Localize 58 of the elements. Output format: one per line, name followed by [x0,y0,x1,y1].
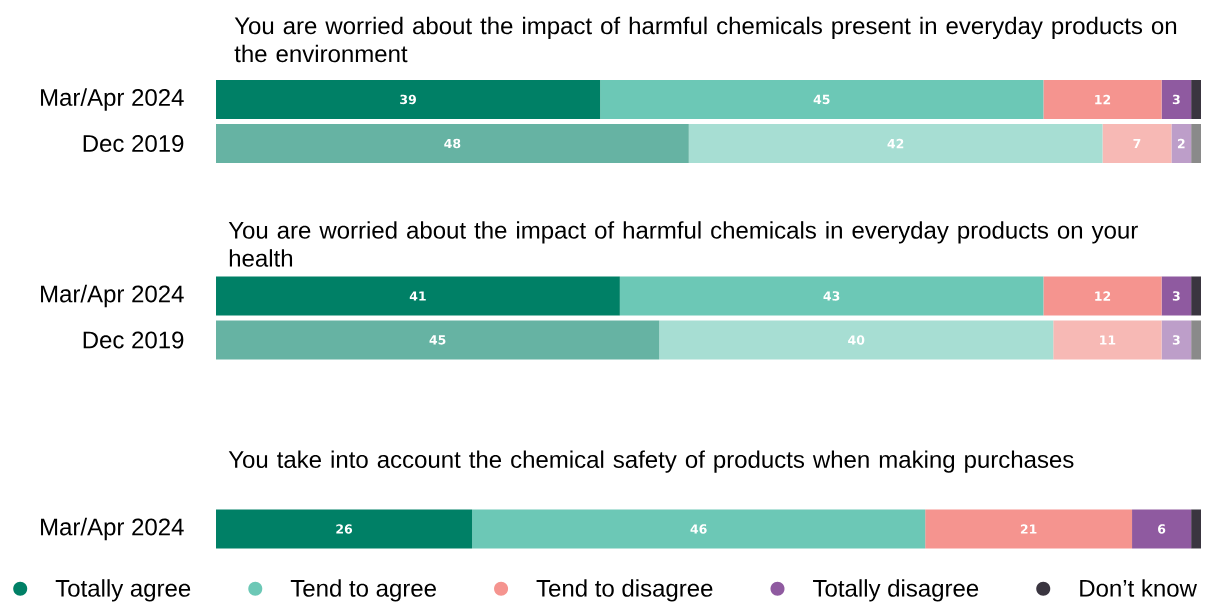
legend-label: Totally agree [55,579,191,602]
chart-title: You take into account the chemical safety of products when making purchases [228,450,1074,473]
data-label: 45 [813,94,830,105]
data-label: 6 [1158,524,1166,534]
bar [600,79,1044,119]
y-tick-label: Dec 2019 [83,331,184,349]
data-label: 3 [1172,335,1180,345]
bar [472,509,926,549]
data-label: 12 [1095,291,1111,301]
bar [216,320,660,360]
bar [1191,79,1201,119]
bar [216,509,473,549]
bar [1043,276,1162,316]
data-label: 2 [1177,138,1185,149]
legend-label: Don’t know [1080,579,1197,597]
data-label: 3 [1172,291,1180,301]
chart-title: You are worried about the impact of harmful chemicals present in everyday products on the environment [234,16,1177,63]
bar [1161,276,1192,316]
bar [1102,123,1172,163]
data-label: 41 [409,291,426,301]
data-label: 3 [1172,94,1180,105]
bar [216,79,601,119]
y-tick-label: Mar/Apr 2024 [41,284,184,308]
bar [1191,509,1201,549]
data-label: 11 [1100,335,1116,345]
bar [1161,320,1192,360]
bar [216,276,620,316]
bar [1043,79,1162,119]
y-tick-label: Mar/Apr 2024 [41,517,184,541]
bar [1191,123,1201,163]
data-label: 21 [1020,524,1037,534]
bar [1171,123,1192,163]
bar [216,123,689,163]
chart-title: You are worried about the impact of harmful chemicals in everyday products on your health [228,221,1138,267]
bar [925,509,1133,549]
data-label: 39 [400,94,416,105]
legend-label: Tend to agree [290,579,436,602]
bar [688,123,1103,163]
y-tick-label: Dec 2019 [83,135,184,152]
data-label: 7 [1133,138,1141,149]
data-label: 48 [444,138,461,149]
data-label: 26 [336,524,353,534]
data-label: 42 [887,138,904,149]
legend-label: Totally disagree [813,579,979,602]
data-label: 45 [429,335,446,345]
legend-label: Tend to disagree [536,579,713,602]
data-label: 43 [823,291,840,301]
bar [1191,320,1201,360]
y-tick-label: Mar/Apr 2024 [41,88,184,111]
data-label: 40 [848,335,865,345]
data-label: 12 [1095,94,1111,105]
data-label: 46 [690,524,707,534]
bar [1053,320,1162,360]
bar [619,276,1044,316]
bar [659,320,1054,360]
bar [1161,79,1192,119]
bar [1132,509,1192,549]
bar [1191,276,1201,316]
